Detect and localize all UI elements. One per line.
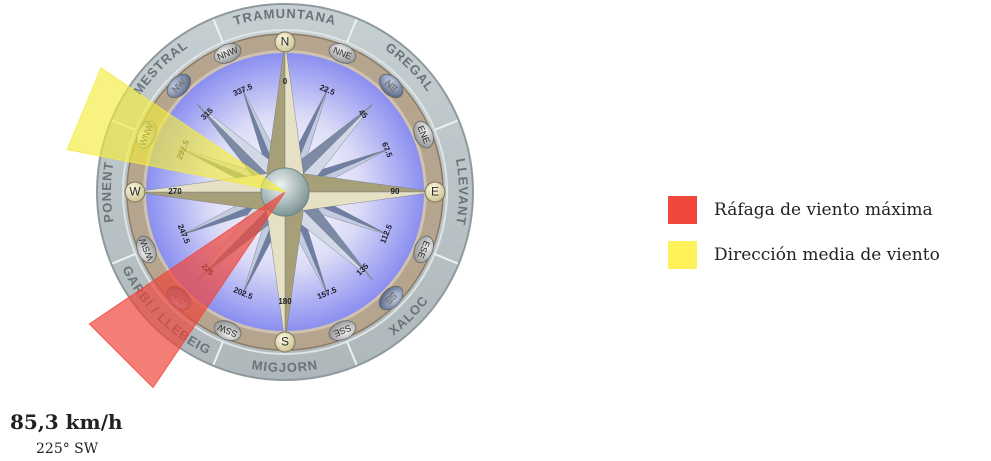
degree-label-e: 90 (391, 187, 400, 196)
legend-swatch-mean-direction (668, 241, 697, 269)
wind-name-divider (434, 253, 459, 265)
wind-name-divider (434, 119, 459, 131)
wind-name-divider (212, 18, 224, 43)
wind-name-divider (346, 18, 358, 43)
direction-badge-label: W (129, 185, 141, 199)
direction-badge-sse: SSE (328, 320, 357, 341)
wind-name-divider (111, 253, 136, 265)
direction-badge-s: S (274, 331, 296, 353)
gust-direction: 225° SW (36, 441, 99, 457)
direction-badge-n: N (274, 31, 296, 53)
wind-rose-chart: TRAMUNTANAGREGALLLEVANTXALOCMIGJORNGARBÍ… (66, 3, 474, 389)
wind-name-llevant: LLEVANT (453, 157, 471, 227)
direction-badge-nw: NW (166, 73, 192, 99)
direction-badge-wsw: WSW (136, 235, 157, 264)
legend-swatch-gust (668, 196, 697, 224)
wind-name-divider (212, 341, 224, 366)
wind-name-ponent: PONENT (99, 160, 117, 223)
degree-label-s: 180 (278, 297, 292, 306)
wind-name-divider (346, 341, 358, 366)
direction-badge-label: S (281, 335, 289, 349)
legend-item-mean-direction: Dirección media de viento (668, 241, 940, 269)
inner-bezel-edge (122, 29, 448, 355)
gust-speed: 85,3 km/h (10, 410, 123, 434)
legend: Ráfaga de viento máxima Dirección media … (668, 196, 940, 286)
degree-label-n: 0 (283, 77, 288, 86)
direction-badge-label: N (281, 35, 290, 49)
direction-badge-ne: NE (378, 73, 404, 99)
gust-sector (88, 191, 286, 389)
legend-item-gust: Ráfaga de viento máxima (668, 196, 940, 224)
mean-direction-sector (66, 67, 286, 193)
wind-name-migjorn: MIGJORN (251, 357, 319, 375)
legend-label-mean-direction: Dirección media de viento (714, 245, 940, 265)
wind-name-tramuntana: TRAMUNTANA (232, 6, 338, 28)
direction-badge-se: SE (378, 285, 404, 311)
direction-badge-ese: ESE (413, 235, 434, 264)
direction-badge-e: E (424, 181, 446, 203)
direction-badge-label: E (431, 185, 439, 199)
degree-label-w: 270 (168, 187, 182, 196)
direction-badge-ene: ENE (413, 120, 434, 149)
direction-badge-w: W (124, 181, 146, 203)
direction-badge-nnw: NNW (213, 43, 242, 64)
legend-label-gust: Ráfaga de viento máxima (714, 200, 933, 220)
direction-badge-ssw: SSW (213, 320, 242, 341)
direction-badge-nne: NNE (328, 43, 357, 64)
